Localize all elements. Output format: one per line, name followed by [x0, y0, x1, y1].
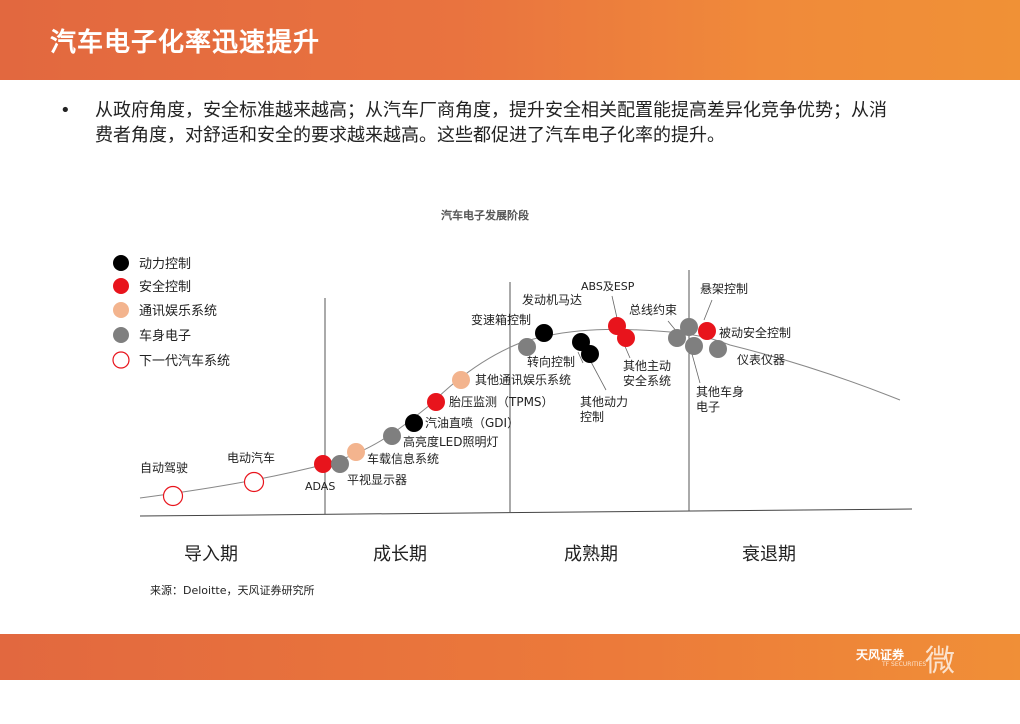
node-label: ABS及ESP: [581, 280, 635, 293]
node-other-body: [685, 337, 703, 355]
node-label-other-body: 其他车身电子: [696, 384, 744, 414]
node-label: 仪表仪器: [737, 353, 785, 367]
node-label: 变速箱控制: [471, 312, 531, 327]
body-paragraph: 从政府角度，安全标准越来越高；从汽车厂商角度，提升安全相关配置能提高差异化竞争优…: [95, 100, 887, 146]
baseline-axis: [139, 508, 913, 517]
node-bus: [668, 329, 686, 347]
node-other-power: [581, 345, 599, 363]
legend-label: 安全控制: [139, 279, 191, 295]
watermark: 微网: [925, 644, 975, 723]
source-note: 来源：Deloitte，天风证券研究所: [150, 583, 314, 597]
node-transmission: [535, 324, 553, 342]
node-passive-safety: [698, 322, 716, 340]
node-ev: [243, 471, 265, 493]
node-label: 胎压监测（TPMS）: [449, 395, 554, 409]
node-adas: [314, 455, 332, 473]
node-label: 悬架控制: [700, 282, 748, 296]
legend-label: 车身电子: [139, 328, 191, 344]
brand-logo-subtext: TF SECURITIES: [882, 661, 927, 668]
node-label: 发动机马达: [522, 292, 582, 307]
node-label: 被动安全控制: [719, 325, 791, 340]
legend-swatch-power: [113, 255, 129, 271]
legend-label: 通讯娱乐系统: [139, 304, 217, 319]
lifecycle-diagram: 汽车电子发展阶段 动力控制 安全控制 通讯娱乐系统 车身电子 下一代汽车系统: [112, 208, 913, 597]
node-label: 转向控制: [527, 354, 575, 369]
node-telematics: [347, 443, 365, 461]
stage-label-maturity: 成熟期: [564, 544, 618, 565]
node-hud: [331, 455, 349, 473]
node-label: 高亮度LED照明灯: [403, 434, 499, 449]
node-suspension-grey: [680, 318, 698, 336]
node-steering: [518, 338, 536, 356]
node-autonomous-driving: [162, 485, 184, 507]
legend-swatch-next-gen: [112, 351, 130, 369]
legend-swatch-safety: [113, 278, 129, 294]
stage-label-decline: 衰退期: [742, 544, 796, 565]
stage-label-growth: 成长期: [373, 544, 427, 565]
node-label: 总线约束: [629, 302, 677, 317]
node-label: ADAS: [305, 480, 335, 493]
node-led: [383, 427, 401, 445]
nodes: [162, 317, 727, 507]
node-label-other-power: 其他动力控制: [580, 395, 628, 424]
stage-label-intro: 导入期: [184, 544, 238, 565]
node-label: 自动驾驶: [140, 460, 188, 475]
node-label: 其他通讯娱乐系统: [475, 373, 571, 387]
node-label: 汽油直喷（GDI）: [425, 415, 519, 430]
legend-label: 动力控制: [139, 257, 191, 272]
brand-logo-text: 天风证券: [856, 648, 905, 662]
title-bar: 汽车电子化率迅速提升: [0, 0, 1020, 80]
footer-bar: [0, 634, 1020, 680]
legend-label: 下一代汽车系统: [139, 353, 230, 369]
diagram-title: 汽车电子发展阶段: [441, 208, 529, 222]
legend-swatch-body: [113, 327, 129, 343]
node-label: 车载信息系统: [367, 451, 439, 466]
node-instruments: [709, 340, 727, 358]
legend: 动力控制 安全控制 通讯娱乐系统 车身电子 下一代汽车系统: [112, 255, 230, 369]
node-gdi: [405, 414, 423, 432]
node-tpms: [427, 393, 445, 411]
node-label-other-active-safety: 其他主动安全系统: [623, 359, 671, 388]
node-label: 电动汽车: [227, 450, 275, 465]
slide-title: 汽车电子化率迅速提升: [50, 28, 321, 58]
legend-swatch-infotainment: [113, 302, 129, 318]
node-label: 平视显示器: [347, 472, 407, 487]
node-other-active-safety: [617, 329, 635, 347]
bullet-dot: •: [60, 100, 71, 121]
node-other-infotainment: [452, 371, 470, 389]
